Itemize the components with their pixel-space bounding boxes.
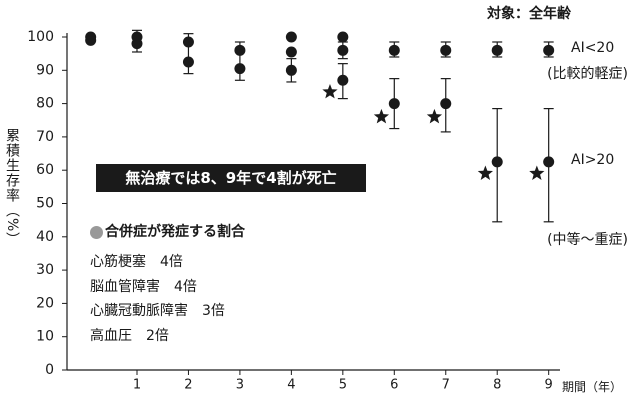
callout-text: 無治療では8、9年で4割が死亡 [125,168,337,187]
x-tick-label: 3 [236,378,244,393]
significance-star-icon [373,108,390,124]
x-tick-label: 2 [184,378,192,393]
data-point-ai-gt-20 [85,34,97,46]
x-tick-label: 6 [390,378,398,393]
complication-item: 心臓冠動脈障害 3倍 [90,304,225,318]
complication-name: 高血圧 [90,328,132,344]
data-point-ai-lt-20 [285,46,297,58]
series-label-ai-gt-20: AI>20 [571,152,615,168]
x-tick-label: 8 [493,378,501,393]
data-point-ai-gt-20 [337,74,349,86]
x-tick-label: 1 [133,378,141,393]
data-point-ai-gt-20 [285,64,297,76]
y-tick-label: 90 [36,62,54,78]
complication-ratio: 4倍 [174,279,197,295]
significance-star-icon [529,165,545,180]
significance-star-icon [322,83,338,99]
data-point-ai-lt-20 [440,44,452,56]
complication-ratio: 3倍 [202,303,225,319]
significance-star-icon [426,108,443,124]
data-point-ai-gt-20 [543,156,555,168]
data-point-ai-gt-20 [388,98,400,110]
y-tick-label: 60 [36,162,54,178]
data-point-ai-gt-20 [131,38,143,50]
y-tick-label: 50 [36,196,54,212]
y-axis-label: 累積生存率（%） [4,128,20,248]
data-point-ai-gt-20 [491,156,503,168]
data-point-ai-gt-20 [234,63,246,75]
data-point-ai-lt-20 [491,44,503,56]
complication-item: 高血圧 2倍 [90,329,169,343]
complication-item: 心筋梗塞 4倍 [90,255,183,269]
callout-box: 無治療では8、9年で4割が死亡 [96,164,366,192]
series-sublabel-ai-lt-20: (比較的軽症) [547,66,628,82]
series-label-ai-lt-20: AI<20 [571,40,615,56]
data-point-ai-gt-20 [440,98,452,110]
y-tick-label: 0 [45,362,54,378]
significance-star-icon [477,165,493,180]
data-point-ai-lt-20 [234,44,246,56]
data-point-ai-lt-20 [543,44,555,56]
data-point-unlabeled [285,31,297,43]
y-tick-label: 40 [36,229,54,245]
data-point-unlabeled [337,31,349,43]
bullet-icon [90,225,103,239]
x-tick-label: 9 [545,378,553,393]
data-point-ai-lt-20 [388,44,400,56]
series-sublabel-ai-gt-20: (中等～重症) [547,232,628,248]
x-tick-label: 7 [442,378,450,393]
complication-ratio: 4倍 [160,254,183,270]
complications-heading-text: 合併症が発症する割合 [105,224,245,240]
x-axis-label: 期間（年） [561,380,622,394]
y-tick-label: 100 [27,29,54,45]
data-point-ai-lt-20 [337,44,349,56]
target-population-note: 対象：全年齢 [487,6,571,22]
y-tick-label: 20 [36,295,54,311]
y-tick-label: 80 [36,96,54,112]
y-tick-label: 10 [36,329,54,345]
y-tick-label: 70 [36,129,54,145]
data-point-ai-gt-20 [182,56,194,68]
x-tick-label: 5 [339,378,347,393]
complication-name: 心筋梗塞 [90,254,146,270]
complication-item: 脳血管障害 4倍 [90,280,197,294]
complication-ratio: 2倍 [146,328,169,344]
data-point-ai-lt-20 [182,36,194,48]
complication-name: 脳血管障害 [90,279,160,295]
y-tick-label: 30 [36,262,54,278]
complication-name: 心臓冠動脈障害 [90,303,188,319]
complications-heading: 合併症が発症する割合 [90,225,245,239]
x-tick-label: 4 [287,378,295,393]
